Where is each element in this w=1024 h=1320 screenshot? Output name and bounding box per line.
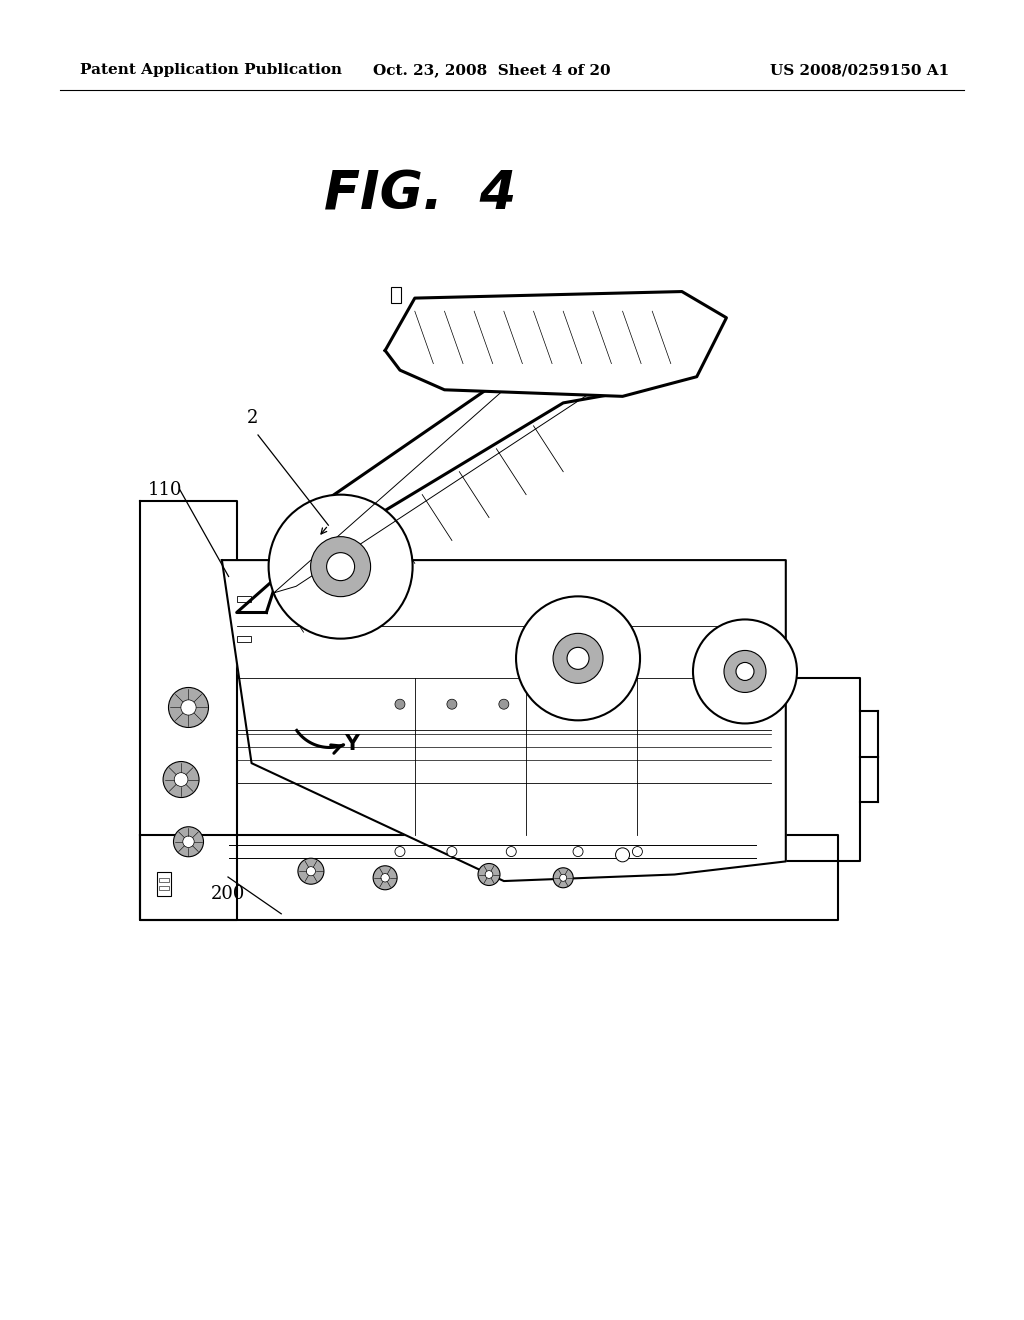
Circle shape: [633, 846, 642, 857]
Circle shape: [298, 858, 324, 884]
Bar: [391, 286, 401, 302]
Circle shape: [506, 846, 516, 857]
Circle shape: [615, 847, 630, 862]
Circle shape: [183, 836, 195, 847]
Circle shape: [573, 846, 583, 857]
Bar: [159, 886, 169, 890]
Circle shape: [381, 874, 389, 882]
Circle shape: [446, 700, 457, 709]
Circle shape: [446, 846, 457, 857]
Circle shape: [736, 663, 754, 680]
Circle shape: [516, 597, 640, 721]
Polygon shape: [140, 836, 838, 920]
Circle shape: [485, 871, 493, 878]
Bar: [237, 597, 251, 602]
Text: Oct. 23, 2008  Sheet 4 of 20: Oct. 23, 2008 Sheet 4 of 20: [373, 63, 610, 77]
Circle shape: [499, 700, 509, 709]
Circle shape: [181, 700, 196, 715]
Bar: [157, 873, 171, 896]
Text: US 2008/0259150 A1: US 2008/0259150 A1: [770, 63, 949, 77]
Circle shape: [306, 867, 315, 875]
Circle shape: [174, 772, 188, 787]
Circle shape: [268, 495, 413, 639]
Circle shape: [693, 619, 797, 723]
Circle shape: [553, 867, 573, 888]
Polygon shape: [222, 560, 785, 880]
Circle shape: [478, 863, 500, 886]
Circle shape: [560, 874, 566, 882]
Polygon shape: [385, 292, 726, 396]
Text: 2: 2: [248, 409, 259, 426]
Text: Patent Application Publication: Patent Application Publication: [80, 63, 342, 77]
Text: 200: 200: [211, 884, 245, 903]
Text: Y: Y: [344, 734, 359, 754]
Bar: [159, 878, 169, 882]
Circle shape: [724, 651, 766, 693]
Circle shape: [395, 846, 404, 857]
Text: 110: 110: [148, 480, 182, 499]
Circle shape: [553, 634, 603, 684]
Bar: [237, 636, 251, 642]
Polygon shape: [140, 502, 237, 920]
Circle shape: [169, 688, 209, 727]
Circle shape: [173, 826, 204, 857]
Circle shape: [327, 553, 354, 581]
Circle shape: [310, 537, 371, 597]
Polygon shape: [764, 678, 860, 862]
Polygon shape: [237, 312, 667, 612]
Circle shape: [373, 866, 397, 890]
Circle shape: [567, 647, 589, 669]
Text: FIG.  4: FIG. 4: [324, 169, 516, 220]
Circle shape: [163, 762, 199, 797]
Circle shape: [395, 700, 404, 709]
